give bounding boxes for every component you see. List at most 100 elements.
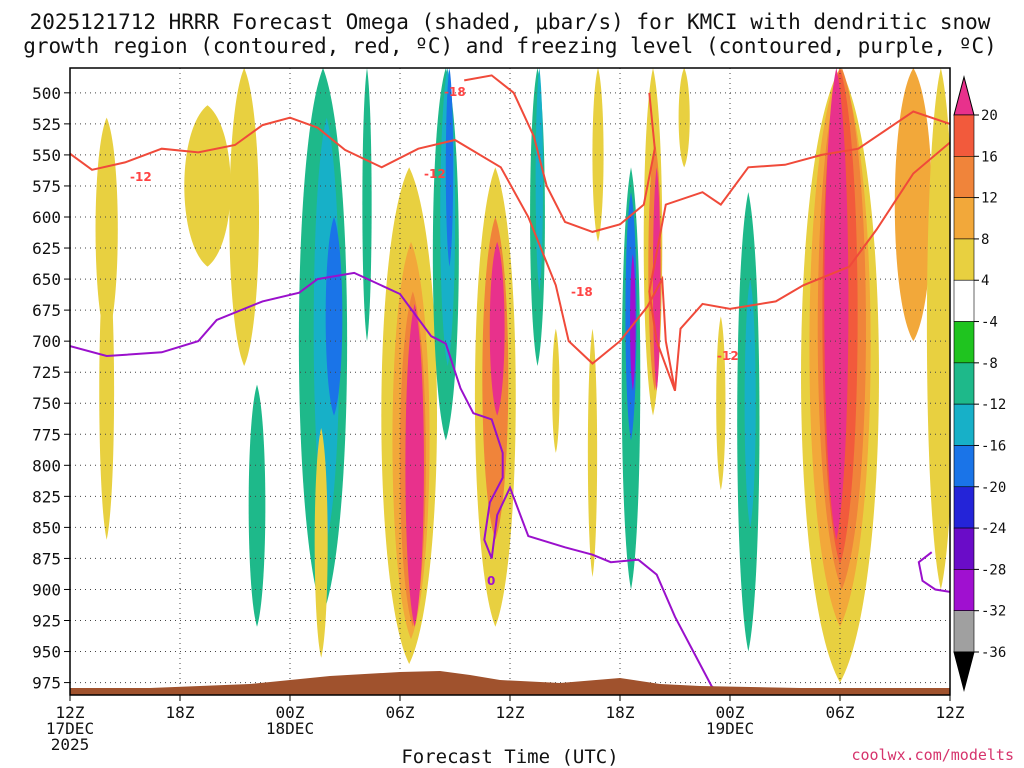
colorbar-label: -16	[981, 438, 1006, 454]
colorbar-swatch	[953, 569, 975, 611]
y-tick-label: 725	[32, 363, 61, 382]
omega-cell	[314, 428, 328, 658]
y-axis: 500 525 550 575 600 625 650 675 700 725 750 775 800 8…	[32, 84, 70, 693]
x-tick-label: 17DEC	[46, 719, 94, 738]
omega-cell	[184, 105, 231, 267]
y-tick-label: 525	[32, 115, 61, 134]
omega-cell	[678, 68, 690, 168]
omega-shading	[95, 68, 950, 683]
y-tick-label: 600	[32, 208, 61, 227]
x-tick-label: 2025	[51, 735, 90, 754]
colorbar: 20 16 12 8 4 -4 -8 -12 -16 -20 -24 -28 -32 -36	[953, 75, 1006, 692]
x-tick-label: 00Z	[716, 703, 745, 722]
dgz-contour-line	[70, 110, 950, 392]
y-tick-label: 550	[32, 146, 61, 165]
y-tick-label: 750	[32, 394, 61, 413]
chart-title-line1: 2025121712 HRRR Forecast Omega (shaded, …	[30, 10, 991, 34]
colorbar-label: -4	[981, 315, 998, 331]
omega-cell	[630, 254, 636, 391]
colorbar-top-arrow	[953, 75, 975, 116]
x-tick-label: 19DEC	[706, 719, 754, 738]
y-tick-label: 775	[32, 425, 61, 444]
y-tick-label: 850	[32, 518, 61, 537]
y-tick-label: 650	[32, 270, 61, 289]
omega-cell	[552, 328, 560, 453]
colorbar-swatch	[953, 197, 975, 240]
credit-text: coolwx.com/modelts	[851, 746, 1014, 764]
y-tick-label: 900	[32, 580, 61, 599]
x-tick-label: 12Z	[936, 703, 965, 722]
freezing-level-line	[917, 551, 950, 593]
dgz-label: -12	[717, 349, 739, 363]
colorbar-swatch	[953, 527, 975, 570]
y-tick-label: 950	[32, 643, 61, 662]
colorbar-swatch	[953, 445, 975, 488]
omega-cell	[405, 303, 424, 627]
terrain-fill	[70, 671, 950, 695]
colorbar-swatch	[953, 156, 975, 198]
freezing-level-line	[70, 271, 724, 695]
colorbar-label: -8	[981, 356, 998, 372]
colorbar-swatch	[953, 238, 975, 281]
x-tick-label: 00Z	[276, 703, 305, 722]
omega-cell	[587, 328, 598, 578]
colorbar-swatch	[953, 403, 975, 446]
colorbar-swatch	[953, 114, 975, 157]
x-tick-label: 06Z	[826, 703, 855, 722]
omega-cell	[325, 216, 343, 416]
colorbar-label: -12	[981, 397, 1006, 413]
x-tick-label: 12Z	[56, 703, 85, 722]
omega-cell	[592, 68, 604, 242]
y-tick-label: 675	[32, 301, 61, 320]
colorbar-label: 8	[981, 232, 989, 248]
contour-labels: -12 -12 -12 -18 -18 0	[130, 85, 739, 588]
y-tick-label: 975	[32, 674, 61, 693]
y-tick-label: 700	[32, 332, 61, 351]
colorbar-label: 12	[981, 191, 998, 207]
omega-cell	[926, 68, 950, 590]
y-tick-label: 625	[32, 239, 61, 258]
omega-cell	[445, 68, 454, 267]
colorbar-label: -32	[981, 604, 1006, 620]
dgz-contour-line	[674, 141, 950, 391]
dgz-label: -18	[444, 85, 466, 99]
x-tick-label: 18Z	[606, 703, 635, 722]
colorbar-label: -20	[981, 480, 1006, 496]
colorbar-label: 16	[981, 149, 998, 165]
x-tick-label: 12Z	[496, 703, 525, 722]
y-tick-label: 825	[32, 487, 61, 506]
colorbar-bottom-arrow	[953, 651, 975, 692]
colorbar-label: -36	[981, 645, 1006, 661]
y-tick-label: 925	[32, 612, 61, 631]
x-axis-label: Forecast Time (UTC)	[401, 746, 618, 768]
colorbar-swatch	[953, 610, 975, 653]
dgz-label: -12	[130, 170, 152, 184]
dgz-contour-line	[464, 74, 656, 233]
colorbar-swatch	[953, 486, 975, 529]
x-tick-label: 06Z	[386, 703, 415, 722]
colorbar-swatch	[953, 321, 975, 364]
contour-lines	[70, 74, 950, 695]
x-tick-label: 18DEC	[266, 719, 314, 738]
y-tick-label: 500	[32, 84, 61, 103]
colorbar-swatch	[953, 362, 975, 405]
y-tick-label: 800	[32, 456, 61, 475]
omega-cell	[535, 68, 544, 292]
omega-cell	[229, 68, 260, 366]
dgz-label: -12	[424, 167, 446, 181]
dgz-label: -18	[571, 285, 593, 299]
colorbar-swatch	[953, 279, 975, 322]
chart-title-line2: growth region (contoured, red, ºC) and f…	[23, 34, 997, 58]
omega-cell	[362, 68, 372, 342]
omega-cell	[894, 68, 932, 342]
x-tick-label: 18Z	[166, 703, 195, 722]
omega-cell	[248, 384, 266, 627]
colorbar-label: -24	[981, 521, 1006, 537]
colorbar-label: 20	[981, 108, 998, 124]
y-tick-label: 575	[32, 177, 61, 196]
omega-cell	[95, 117, 118, 342]
y-tick-label: 875	[32, 549, 61, 568]
colorbar-label: -28	[981, 562, 1006, 578]
